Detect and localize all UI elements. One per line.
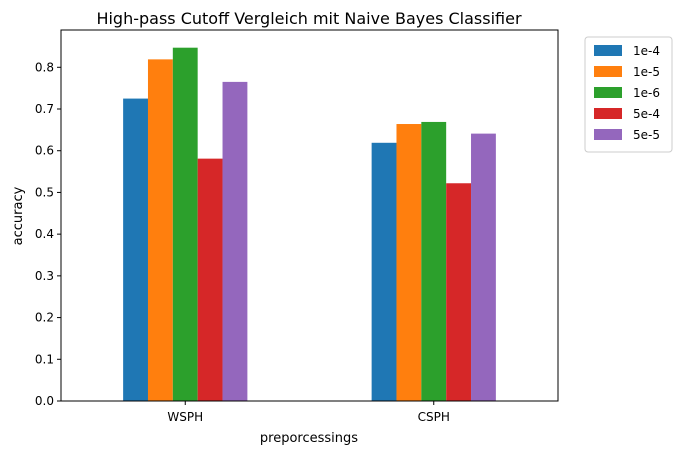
bar-wsph-1e-4 <box>123 98 148 401</box>
plot-frame <box>60 29 559 402</box>
legend-swatch-1e-4 <box>594 45 622 56</box>
y-tick-label: 0.7 <box>35 102 54 116</box>
legend: 1e-4 1e-5 1e-6 5e-4 5e-5 <box>584 36 673 153</box>
bar-wsph-5e-5 <box>222 81 248 401</box>
legend-label-5e-4: 5e-4 <box>633 107 660 121</box>
legend-frame <box>584 36 673 153</box>
x-tick-label: WSPH <box>167 410 203 424</box>
legend-swatch-1e-5 <box>594 66 622 77</box>
chart-title: High-pass Cutoff Vergleich mit Naive Bay… <box>96 9 521 28</box>
y-tick-label: 0.6 <box>35 144 54 158</box>
y-tick-label: 0.2 <box>35 311 54 325</box>
bar-wsph-1e-5 <box>147 59 173 402</box>
legend-swatch-5e-5 <box>594 129 622 140</box>
bar-csph-1e-6 <box>421 121 447 401</box>
bar-wsph-1e-6 <box>172 47 198 401</box>
bar-csph-5e-4 <box>446 183 472 401</box>
legend-swatch-5e-4 <box>594 108 622 119</box>
x-axis: WSPH CSPH <box>167 401 450 424</box>
bar-csph-5e-5 <box>471 133 496 401</box>
y-tick-label: 0.8 <box>35 60 54 74</box>
bar-csph-1e-5 <box>396 124 422 402</box>
legend-swatch-1e-6 <box>594 87 622 98</box>
y-tick-label: 0.5 <box>35 185 54 199</box>
x-axis-label: preporcessings <box>260 431 358 446</box>
y-axis-label: accuracy <box>11 186 26 245</box>
bar-csph-1e-4 <box>371 142 397 402</box>
y-tick-label: 0.3 <box>35 269 54 283</box>
y-tick-label: 0.4 <box>35 227 54 241</box>
bars-layer <box>123 47 496 402</box>
y-tick-label: 0.0 <box>35 394 54 408</box>
legend-label-1e-4: 1e-4 <box>633 44 660 58</box>
legend-label-1e-5: 1e-5 <box>633 65 660 79</box>
y-tick-label: 0.1 <box>35 352 54 366</box>
legend-label-5e-5: 5e-5 <box>633 128 660 142</box>
bar-wsph-5e-4 <box>197 158 223 401</box>
y-axis: 0.0 0.1 0.2 0.3 0.4 0.5 0.6 0.7 0.8 <box>35 60 61 408</box>
x-tick-label: CSPH <box>418 410 450 424</box>
legend-label-1e-6: 1e-6 <box>633 86 660 100</box>
